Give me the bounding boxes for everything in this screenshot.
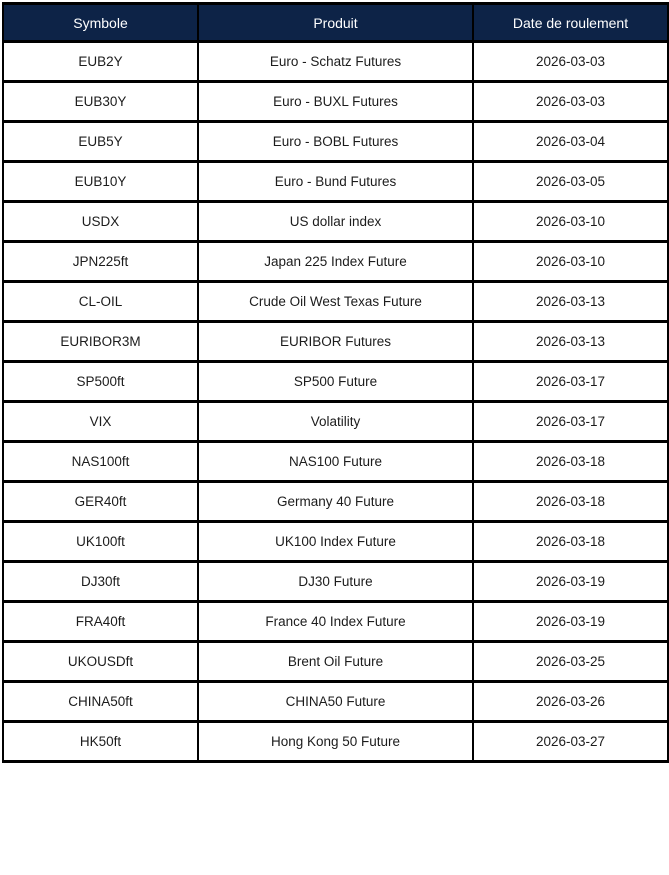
product-cell: SP500 Future	[197, 360, 474, 403]
symbol-cell: USDX	[2, 200, 199, 243]
product-cell: Hong Kong 50 Future	[197, 720, 474, 763]
rollover-dates-table: Symbole Produit Date de roulement EUB2Y E…	[2, 2, 669, 763]
product-cell: EURIBOR Futures	[197, 320, 474, 363]
product-cell: CHINA50 Future	[197, 680, 474, 723]
symbol-cell: CL-OIL	[2, 280, 199, 323]
column-header-symbol: Symbole	[2, 2, 199, 43]
header-row: Symbole Produit Date de roulement	[2, 2, 669, 43]
product-cell: Japan 225 Index Future	[197, 240, 474, 283]
symbol-cell: SP500ft	[2, 360, 199, 403]
product-cell: Brent Oil Future	[197, 640, 474, 683]
product-cell: Euro - BOBL Futures	[197, 120, 474, 163]
symbol-cell: EUB5Y	[2, 120, 199, 163]
rollover-date-cell: 2026-03-10	[472, 200, 669, 243]
rollover-date-cell: 2026-03-25	[472, 640, 669, 683]
table-body: EUB2Y Euro - Schatz Futures 2026-03-03 EUB3…	[2, 40, 669, 763]
rollover-date-cell: 2026-03-17	[472, 360, 669, 403]
symbol-cell: JPN225ft	[2, 240, 199, 283]
rollover-date-cell: 2026-03-13	[472, 320, 669, 363]
table-row: UK100ft UK100 Index Future 2026-03-18	[2, 520, 669, 563]
table-row: JPN225ft Japan 225 Index Future 2026-03-10	[2, 240, 669, 283]
symbol-cell: DJ30ft	[2, 560, 199, 603]
symbol-cell: VIX	[2, 400, 199, 443]
table-row: NAS100ft NAS100 Future 2026-03-18	[2, 440, 669, 483]
table-row: VIX Volatility 2026-03-17	[2, 400, 669, 443]
product-cell: US dollar index	[197, 200, 474, 243]
table-row: USDX US dollar index 2026-03-10	[2, 200, 669, 243]
table-row: HK50ft Hong Kong 50 Future 2026-03-27	[2, 720, 669, 763]
rollover-date-cell: 2026-03-18	[472, 520, 669, 563]
table-row: UKOUSDft Brent Oil Future 2026-03-25	[2, 640, 669, 683]
symbol-cell: FRA40ft	[2, 600, 199, 643]
rollover-date-cell: 2026-03-19	[472, 600, 669, 643]
product-cell: Volatility	[197, 400, 474, 443]
rollover-date-cell: 2026-03-19	[472, 560, 669, 603]
symbol-cell: EUB10Y	[2, 160, 199, 203]
symbol-cell: HK50ft	[2, 720, 199, 763]
symbol-cell: EUB30Y	[2, 80, 199, 123]
table-row: EUB10Y Euro - Bund Futures 2026-03-05	[2, 160, 669, 203]
table-row: CHINA50ft CHINA50 Future 2026-03-26	[2, 680, 669, 723]
table-row: SP500ft SP500 Future 2026-03-17	[2, 360, 669, 403]
symbol-cell: CHINA50ft	[2, 680, 199, 723]
product-cell: UK100 Index Future	[197, 520, 474, 563]
table-row: EUB30Y Euro - BUXL Futures 2026-03-03	[2, 80, 669, 123]
table-header: Symbole Produit Date de roulement	[2, 2, 669, 43]
symbol-cell: UK100ft	[2, 520, 199, 563]
rollover-date-cell: 2026-03-03	[472, 40, 669, 83]
table-row: DJ30ft DJ30 Future 2026-03-19	[2, 560, 669, 603]
product-cell: Crude Oil West Texas Future	[197, 280, 474, 323]
rollover-date-cell: 2026-03-27	[472, 720, 669, 763]
product-cell: Euro - Schatz Futures	[197, 40, 474, 83]
table-row: EUB5Y Euro - BOBL Futures 2026-03-04	[2, 120, 669, 163]
symbol-cell: GER40ft	[2, 480, 199, 523]
product-cell: Euro - Bund Futures	[197, 160, 474, 203]
rollover-date-cell: 2026-03-13	[472, 280, 669, 323]
table-row: EURIBOR3M EURIBOR Futures 2026-03-13	[2, 320, 669, 363]
rollover-date-cell: 2026-03-26	[472, 680, 669, 723]
product-cell: Euro - BUXL Futures	[197, 80, 474, 123]
product-cell: France 40 Index Future	[197, 600, 474, 643]
product-cell: DJ30 Future	[197, 560, 474, 603]
rollover-date-cell: 2026-03-10	[472, 240, 669, 283]
table-row: GER40ft Germany 40 Future 2026-03-18	[2, 480, 669, 523]
symbol-cell: EURIBOR3M	[2, 320, 199, 363]
table-row: EUB2Y Euro - Schatz Futures 2026-03-03	[2, 40, 669, 83]
rollover-date-cell: 2026-03-18	[472, 480, 669, 523]
column-header-rollover-date: Date de roulement	[472, 2, 669, 43]
product-cell: NAS100 Future	[197, 440, 474, 483]
table-row: FRA40ft France 40 Index Future 2026-03-19	[2, 600, 669, 643]
symbol-cell: NAS100ft	[2, 440, 199, 483]
rollover-date-cell: 2026-03-04	[472, 120, 669, 163]
table-row: CL-OIL Crude Oil West Texas Future 2026-03…	[2, 280, 669, 323]
rollover-date-cell: 2026-03-17	[472, 400, 669, 443]
symbol-cell: EUB2Y	[2, 40, 199, 83]
symbol-cell: UKOUSDft	[2, 640, 199, 683]
rollover-date-cell: 2026-03-03	[472, 80, 669, 123]
rollover-date-cell: 2026-03-18	[472, 440, 669, 483]
column-header-product: Produit	[197, 2, 474, 43]
product-cell: Germany 40 Future	[197, 480, 474, 523]
rollover-date-cell: 2026-03-05	[472, 160, 669, 203]
